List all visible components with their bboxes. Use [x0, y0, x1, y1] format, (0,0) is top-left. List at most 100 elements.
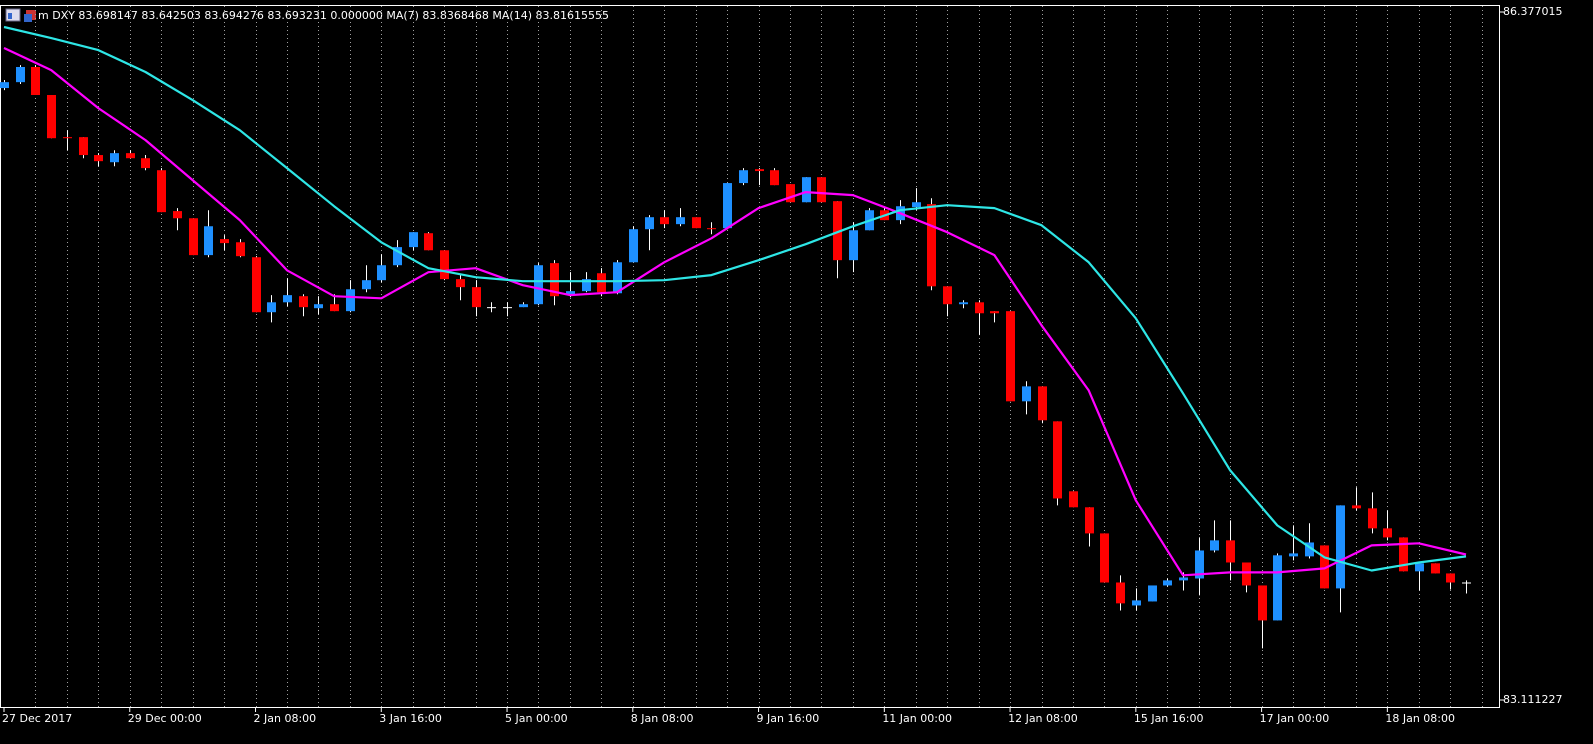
- candle-body: [550, 263, 559, 297]
- candle-body: [1038, 386, 1047, 421]
- candle-body: [330, 304, 339, 312]
- candle-body: [1179, 577, 1188, 581]
- candle-body: [723, 183, 732, 229]
- candles: [0, 65, 1471, 649]
- chart-title: m DXY 83.698147 83.642503 83.694276 83.6…: [38, 9, 609, 22]
- candle-body: [519, 304, 528, 308]
- candle-body: [1305, 542, 1314, 557]
- candle-body: [0, 82, 9, 89]
- y-tick-label: 83.111227: [1503, 693, 1563, 706]
- candle-body: [1022, 386, 1031, 402]
- candle-body: [582, 279, 591, 292]
- candle-body: [267, 302, 276, 313]
- x-tick-label: 29 Dec 00:00: [128, 712, 202, 725]
- candle-body: [959, 302, 968, 305]
- candle-body: [204, 226, 213, 256]
- candle-body: [1226, 540, 1235, 563]
- candle-body: [770, 170, 779, 186]
- candle-body: [1006, 311, 1015, 402]
- candle-body: [1462, 582, 1471, 584]
- candle-body: [503, 307, 512, 309]
- candle-body: [189, 218, 198, 256]
- candle-body: [1320, 545, 1329, 589]
- candle-body: [456, 279, 465, 288]
- candle-body: [566, 291, 575, 295]
- candle-body: [79, 137, 88, 156]
- candle-body: [1242, 562, 1251, 586]
- candle-body: [314, 304, 323, 309]
- candle-body: [16, 66, 25, 83]
- candle-body: [1116, 582, 1125, 604]
- candle-body: [440, 250, 449, 280]
- candle-body: [220, 239, 229, 244]
- candle-body: [472, 287, 481, 308]
- candle-body: [487, 307, 496, 309]
- x-tick-label: 12 Jan 08:00: [1008, 712, 1078, 725]
- x-tick-label: 9 Jan 16:00: [757, 712, 820, 725]
- candle-body: [63, 137, 72, 139]
- candle-body: [31, 66, 40, 96]
- x-tick-label: 27 Dec 2017: [2, 712, 72, 725]
- x-tick-label: 15 Jan 16:00: [1134, 712, 1204, 725]
- candle-body: [645, 217, 654, 230]
- candle-body: [597, 273, 606, 293]
- candle-body: [1163, 580, 1172, 586]
- candle-body: [707, 228, 716, 230]
- x-tick-label: 18 Jan 08:00: [1385, 712, 1455, 725]
- candle-body: [346, 289, 355, 312]
- candle-body: [1258, 585, 1267, 621]
- candle-body: [1289, 553, 1298, 557]
- candle-body: [692, 217, 701, 229]
- y-tick-label: 86.377015: [1503, 5, 1563, 18]
- x-tick-label: 3 Jan 16:00: [379, 712, 442, 725]
- candle-body: [1148, 585, 1157, 602]
- candle-body: [1210, 540, 1219, 551]
- candle-body: [393, 247, 402, 266]
- candle-body: [676, 217, 685, 225]
- candle-body: [47, 95, 56, 139]
- moving-average-line: [3, 47, 1467, 577]
- candle-body: [1368, 508, 1377, 529]
- candle-body: [755, 169, 764, 172]
- candle-body: [1085, 507, 1094, 534]
- candle-body: [927, 204, 936, 287]
- candle-body: [629, 229, 638, 263]
- icon-flag: [24, 14, 32, 22]
- candle-body: [1399, 537, 1408, 572]
- candle-body: [1053, 421, 1062, 499]
- candle-body: [990, 311, 999, 314]
- x-tick-label: 5 Jan 00:00: [505, 712, 568, 725]
- candle-body: [817, 177, 826, 203]
- candle-body: [1352, 505, 1361, 509]
- candle-body: [802, 177, 811, 203]
- candle-body: [1415, 563, 1424, 572]
- candle-body: [1195, 550, 1204, 579]
- candle-body: [299, 296, 308, 308]
- moving-average-line: [3, 25, 1467, 572]
- candle-body: [739, 170, 748, 184]
- x-tick-label: 2 Jan 08:00: [254, 712, 317, 725]
- candle-body: [126, 153, 135, 159]
- candle-body: [1100, 533, 1109, 583]
- candle-body: [613, 262, 622, 294]
- candle-body: [252, 257, 261, 313]
- candle-body: [1431, 563, 1440, 574]
- candle-body: [157, 170, 166, 213]
- candle-body: [534, 265, 543, 305]
- candle-body: [975, 302, 984, 314]
- candle-body: [173, 211, 182, 219]
- candle-body: [943, 286, 952, 305]
- candle-body: [409, 232, 418, 248]
- candle-body: [849, 230, 858, 261]
- icon-bar: [8, 13, 12, 19]
- candle-body: [786, 184, 795, 203]
- candle-body: [1069, 491, 1078, 508]
- x-tick-label: 8 Jan 08:00: [631, 712, 694, 725]
- candle-body: [94, 155, 103, 162]
- candle-body: [1446, 573, 1455, 583]
- plot-frame: [0, 5, 1500, 708]
- candle-body: [362, 280, 371, 290]
- candle-body: [424, 233, 433, 251]
